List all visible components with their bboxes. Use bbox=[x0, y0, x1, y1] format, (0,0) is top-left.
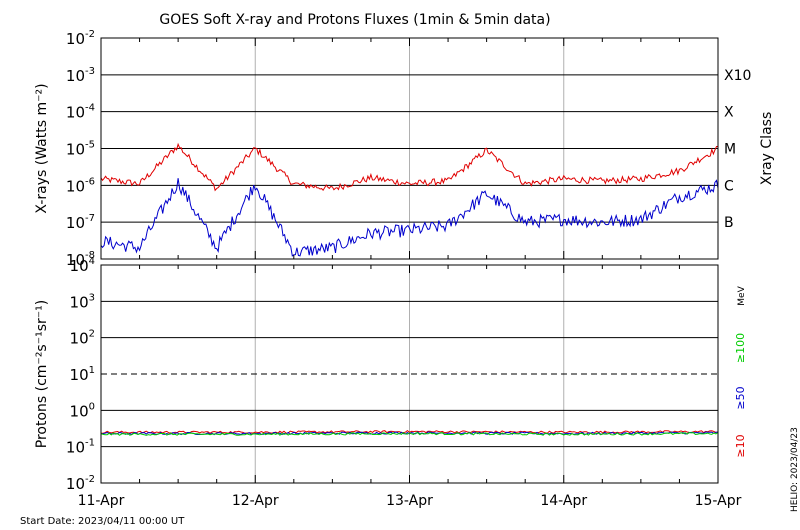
proton-series-2 bbox=[100, 432, 719, 436]
proton-series-0 bbox=[100, 429, 719, 434]
chart-title: GOES Soft X-ray and Protons Fluxes (1min… bbox=[159, 12, 550, 28]
y-tick-label: 10-2 bbox=[66, 474, 95, 493]
xray-class-axis-title: Xray Class bbox=[759, 112, 775, 186]
xray-class-label: M bbox=[724, 142, 736, 158]
y-tick-label: 102 bbox=[70, 329, 95, 348]
x-tick-label: 13-Apr bbox=[386, 493, 433, 509]
proton-legend-label: ≥100 bbox=[734, 333, 747, 363]
y-axis-title: Protons (cm⁻²s⁻¹sr⁻¹) bbox=[34, 300, 50, 449]
y-axis-title: X-rays (Watts m⁻²) bbox=[34, 83, 50, 213]
xray-class-label: C bbox=[724, 178, 734, 194]
y-tick-label: 101 bbox=[70, 365, 95, 384]
xray-series-0 bbox=[100, 142, 718, 192]
y-tick-label: 10-7 bbox=[66, 213, 95, 232]
y-tick-label: 10-3 bbox=[66, 66, 95, 85]
x-tick-label: 15-Apr bbox=[695, 493, 742, 509]
start-date: Start Date: 2023/04/11 00:00 UT bbox=[20, 516, 185, 527]
x-tick-label: 11-Apr bbox=[78, 493, 125, 509]
y-tick-label: 10-5 bbox=[66, 140, 95, 159]
y-tick-label: 10-8 bbox=[66, 250, 95, 269]
helio-date: HELIO: 2023/04/23 bbox=[790, 427, 800, 512]
y-tick-label: 10-1 bbox=[66, 438, 95, 457]
y-tick-label: 104 bbox=[70, 256, 95, 275]
proton-legend-label: ≥10 bbox=[734, 434, 747, 457]
y-tick-label: 100 bbox=[70, 401, 95, 420]
xray-class-label: B bbox=[724, 215, 734, 231]
y-tick-label: 103 bbox=[70, 292, 95, 311]
x-tick-label: 14-Apr bbox=[540, 493, 587, 509]
proton-legend-label: ≥50 bbox=[734, 386, 747, 409]
y-tick-label: 10-2 bbox=[66, 29, 95, 48]
xray-class-label: X10 bbox=[724, 68, 751, 84]
proton-legend-label: MeV bbox=[737, 285, 747, 305]
xray-series-1 bbox=[100, 178, 719, 257]
x-tick-label: 12-Apr bbox=[232, 493, 279, 509]
y-tick-label: 10-4 bbox=[66, 103, 95, 122]
y-tick-label: 10-6 bbox=[66, 176, 95, 195]
xray-class-label: X bbox=[724, 105, 734, 121]
